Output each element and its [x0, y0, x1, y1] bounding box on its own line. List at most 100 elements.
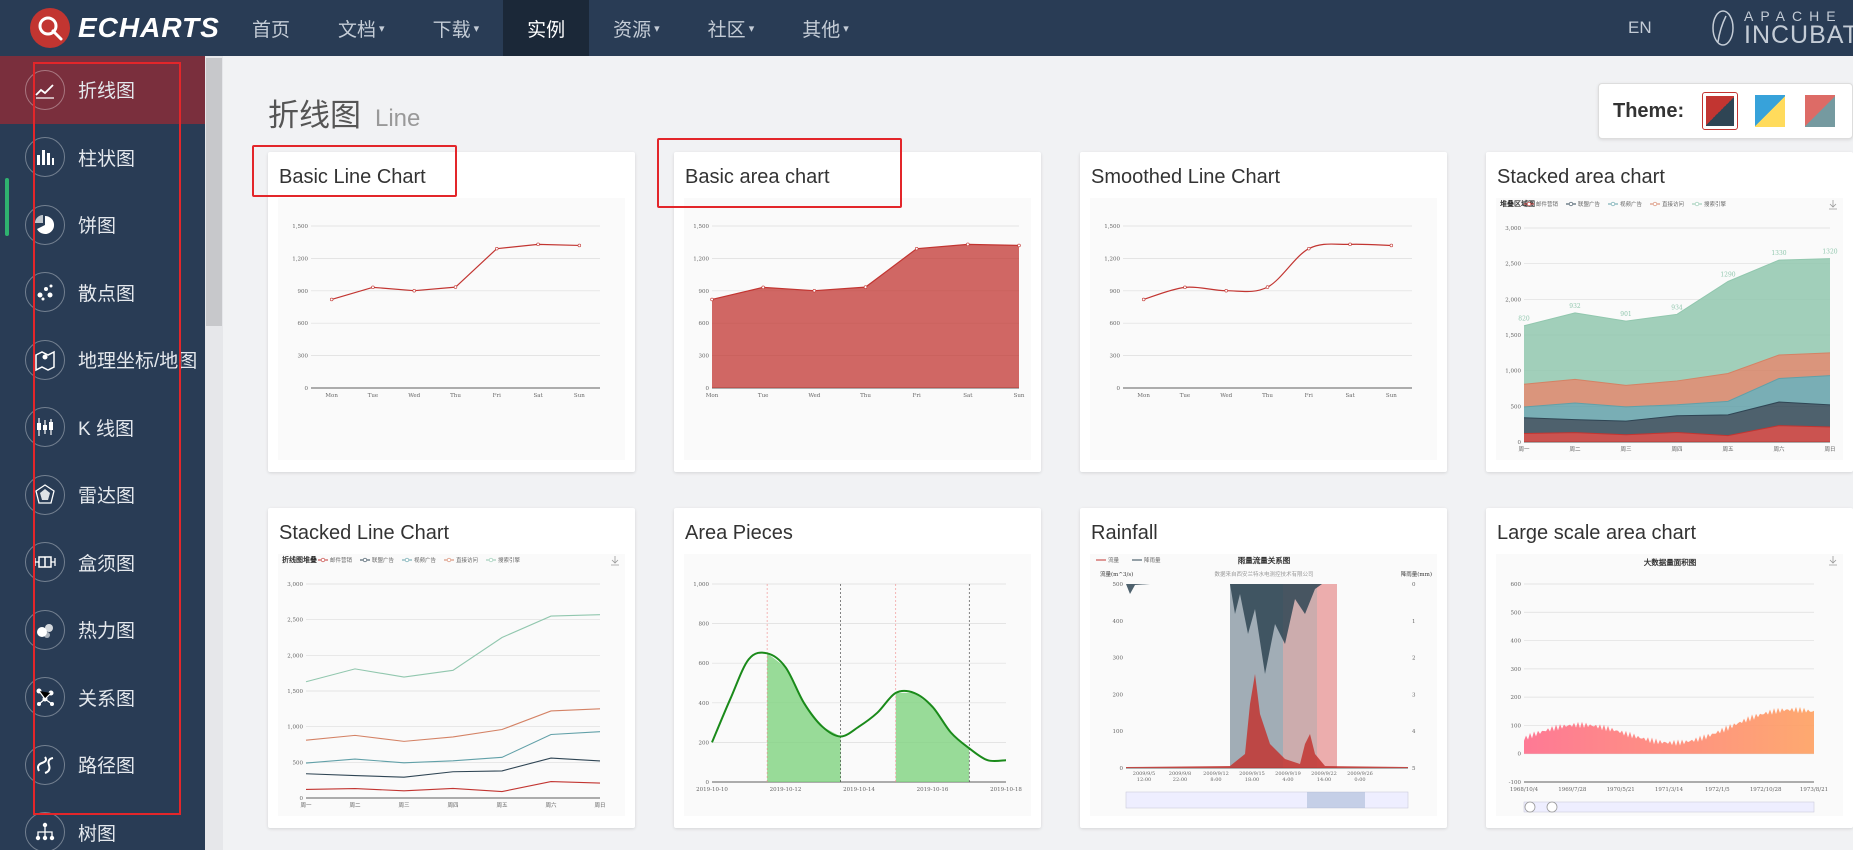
y-tick-label: 1,000 [1505, 369, 1521, 375]
example-chart-thumbnail[interactable]: 0 300 600 900 1,200 1,500 Mon Tue Wed Thu Fri Sat Su… [684, 198, 1031, 460]
sidebar-item-6[interactable]: 雷达图 [0, 461, 205, 529]
data-point [412, 288, 416, 293]
y-tick-label: 2,500 [287, 618, 303, 624]
example-card-title[interactable]: Area Pieces [685, 522, 793, 544]
example-card[interactable]: Area Pieces 0 200 400 600 800 1,000 2019-10-10 2… [674, 508, 1041, 828]
y-tick-label-right: 3 [1412, 692, 1416, 698]
heatmap-icon [25, 609, 65, 650]
series-line [711, 651, 1007, 763]
example-card-title[interactable]: Basic area chart [685, 166, 830, 188]
y-tick-label: 600 [1511, 582, 1522, 588]
data-zoom-slider [1125, 791, 1409, 809]
apache-label: APACHE [1744, 7, 1843, 24]
example-card[interactable]: Rainfall 流量 降雨量 雨量流量关系图 数据来自西安兰特水电测控技术有限公司 流量… [1080, 508, 1447, 828]
apache-incubator-logo[interactable]: APACHE INCUBATOR [1708, 6, 1853, 50]
y-tick-label: 100 [1511, 723, 1522, 729]
example-card-title[interactable]: Basic Line Chart [279, 166, 426, 188]
nav-item-3[interactable]: 实例 [503, 0, 590, 56]
example-card[interactable]: Stacked Line Chart 折线图堆叠 邮件营销 联盟广告 视频广告 直接访问 搜… [268, 508, 635, 828]
x-tick-label: Sun [1386, 393, 1397, 399]
example-card[interactable]: Basic Line Chart 0 300 600 900 1,200 1,500 Mon T… [268, 152, 635, 472]
x-tick-label: Sat [963, 393, 973, 399]
example-card-title[interactable]: Smoothed Line Chart [1091, 166, 1281, 188]
chart-title: 雨量流量关系图 [1238, 555, 1291, 565]
sidebar-item-label: 雷达图 [78, 486, 136, 508]
y-tick-label: 1,500 [292, 224, 308, 230]
data-point [710, 297, 714, 302]
data-point [329, 297, 334, 302]
sidebar-item-label: K 线图 [78, 418, 134, 440]
feather-icon [1712, 10, 1734, 46]
area-piece [895, 692, 970, 782]
sidebar-item-8[interactable]: 热力图 [0, 596, 205, 664]
y-tick-label-right: 5 [1412, 766, 1416, 772]
sidebar-item-0[interactable]: 折线图 [0, 56, 205, 124]
theme-swatch-light[interactable] [1752, 92, 1788, 130]
example-card[interactable]: Smoothed Line Chart 0 300 600 900 1,200 1,500 M… [1080, 152, 1447, 472]
download-icon [1829, 200, 1837, 210]
sidebar-item-11[interactable]: 树图 [0, 799, 205, 850]
example-card-title[interactable]: Stacked Line Chart [279, 522, 450, 544]
example-card-title[interactable]: Large scale area chart [1497, 522, 1697, 544]
legend-marker-dot [446, 557, 452, 563]
x-tick-label: Thu [1262, 393, 1273, 399]
example-chart-thumbnail[interactable]: 堆叠区域图 邮件营销 联盟广告 视频广告 直接访问 搜索引擎 0 500 1,000 1,500 2… [1496, 198, 1843, 460]
nav-item-4[interactable]: 资源 ▾ [589, 0, 684, 56]
x-tick-label: Sat [533, 393, 543, 399]
x-tick-label: 周二 [1569, 446, 1581, 453]
data-label: 1330 [1771, 250, 1786, 257]
y-tick-label: 900 [298, 289, 309, 295]
y-tick-label: 0 [706, 780, 710, 786]
x-tick-label: Tue [1180, 393, 1190, 399]
y-tick-label: 0 [1117, 386, 1121, 392]
y-tick-label: 1,000 [287, 725, 303, 731]
sidebar-item-4[interactable]: 地理坐标/地图 [0, 326, 205, 394]
sidebar-item-label: 地理坐标/地图 [78, 351, 198, 373]
nav-item-label: 文档 [338, 19, 377, 41]
theme-swatch-dark[interactable] [1802, 92, 1838, 130]
y-tick-label: 1,500 [693, 224, 709, 230]
x-tick-label: 周六 [1773, 445, 1785, 453]
nav-item-1[interactable]: 文档 ▾ [314, 0, 409, 56]
theme-swatch-default[interactable] [1702, 92, 1739, 130]
example-chart-thumbnail[interactable]: 折线图堆叠 邮件营销 联盟广告 视频广告 直接访问 搜索引擎 0 500 1,000 1,500 2… [278, 554, 625, 816]
example-chart-thumbnail[interactable]: 0 200 400 600 800 1,000 2019-10-10 2019-10-12 20… [684, 554, 1031, 816]
echarts-logo[interactable]: ECHARTS [30, 5, 220, 51]
example-card[interactable]: Stacked area chart 堆叠区域图 邮件营销 联盟广告 视频广告 直接访问 搜… [1486, 152, 1853, 472]
sidebar-item-2[interactable]: 饼图 [0, 191, 205, 259]
nav-item-0[interactable]: 首页 [228, 0, 314, 56]
language-switch[interactable]: EN [1628, 18, 1652, 37]
data-label: 932 [1569, 303, 1581, 310]
example-card[interactable]: Large scale area chart 大数据量面积图 -100 0 100 200… [1486, 508, 1853, 828]
y-tick-label: 300 [1110, 354, 1121, 360]
x-tick-label: 2009/9/19 [1275, 771, 1301, 777]
example-chart-thumbnail[interactable]: 流量 降雨量 雨量流量关系图 数据来自西安兰特水电测控技术有限公司 流量(m^3/s) 降… [1090, 554, 1437, 816]
lines-icon [25, 744, 65, 785]
example-card-title[interactable]: Stacked area chart [1497, 166, 1665, 188]
x-tick-label: 2009/9/12 [1203, 771, 1229, 777]
y-tick-label: 0 [1518, 752, 1522, 758]
legend-marker-dot [362, 557, 368, 563]
sidebar-item-9[interactable]: 关系图 [0, 664, 205, 732]
y-tick-label: 2,000 [287, 653, 303, 659]
example-chart-thumbnail[interactable]: 0 300 600 900 1,200 1,500 Mon Tue Wed Thu Fri Sat Su… [278, 198, 625, 460]
nav-item-5[interactable]: 社区 ▾ [684, 0, 779, 56]
sidebar-item-3[interactable]: 散点图 [0, 259, 205, 327]
sidebar-scrollbar-thumb[interactable] [206, 58, 222, 326]
example-chart-thumbnail[interactable]: 0 300 600 900 1,200 1,500 Mon Tue Wed Thu Fri Sat Su… [1090, 198, 1437, 460]
x-tick-label: Tue [758, 393, 768, 399]
sidebar-item-label: 饼图 [78, 216, 117, 238]
example-card[interactable]: Basic area chart 0 300 600 900 1,200 1,500 Mon T… [674, 152, 1041, 472]
sidebar-item-7[interactable]: 盒须图 [0, 529, 205, 597]
area-piece [767, 653, 841, 782]
incubator-label: INCUBATOR [1744, 20, 1853, 49]
example-card-title[interactable]: Rainfall [1091, 522, 1158, 544]
sidebar-item-label: 路径图 [78, 756, 136, 778]
nav-item-2[interactable]: 下载 ▾ [409, 0, 504, 56]
sidebar-item-1[interactable]: 柱状图 [0, 124, 205, 192]
sidebar-item-5[interactable]: K 线图 [0, 394, 205, 462]
example-chart-thumbnail[interactable]: 大数据量面积图 -100 0 100 200 300 400 500 600 1968/10/4 1… [1496, 554, 1843, 816]
sidebar-item-10[interactable]: 路径图 [0, 731, 205, 799]
nav-item-6[interactable]: 其他 ▾ [778, 0, 873, 56]
